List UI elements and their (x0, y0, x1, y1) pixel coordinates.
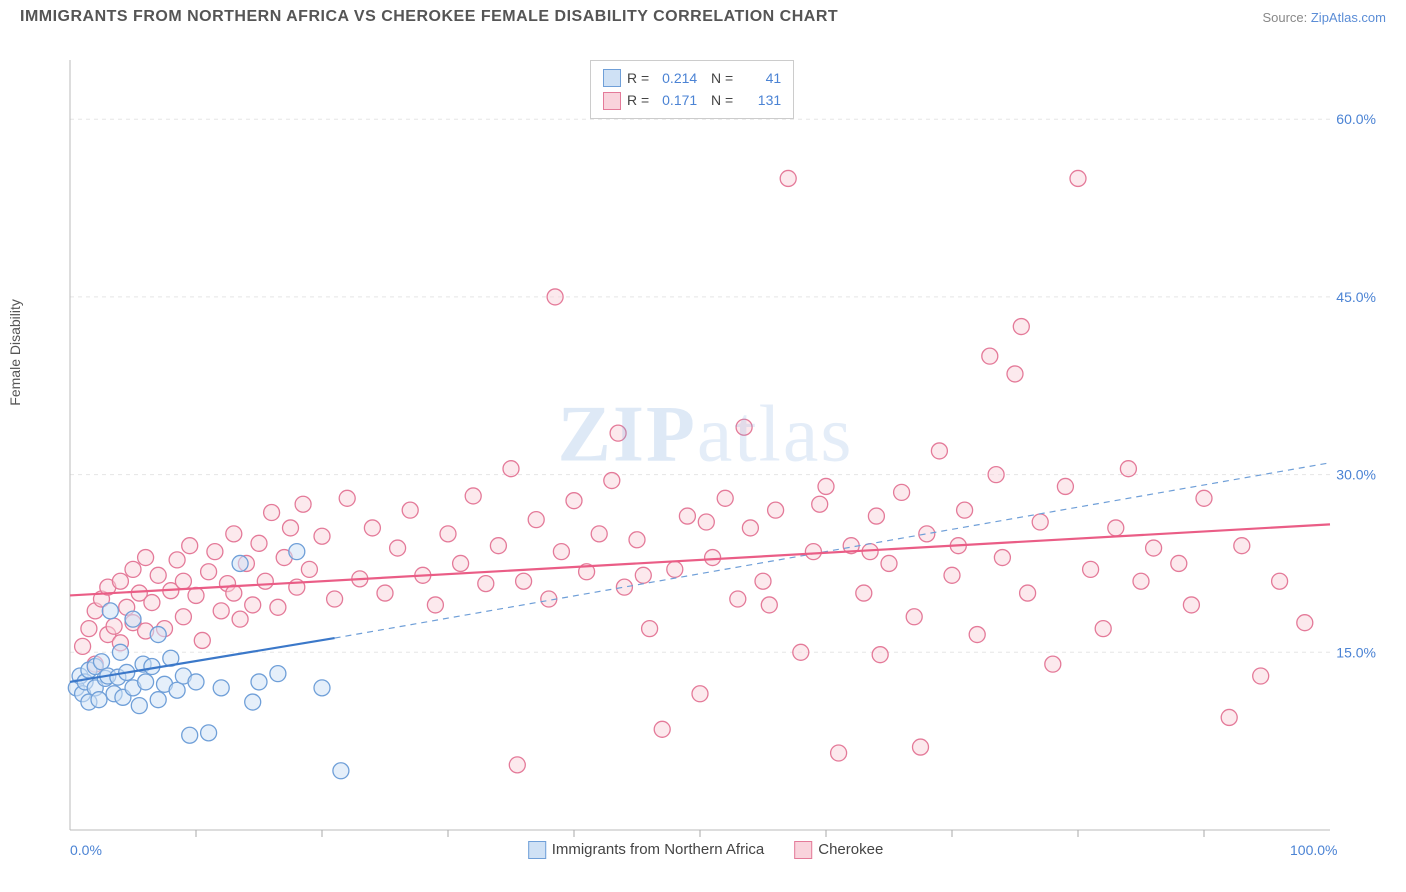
stats-legend-row: R = 0.171 N = 131 (603, 89, 781, 111)
legend-swatch (603, 92, 621, 110)
chart-title: IMMIGRANTS FROM NORTHERN AFRICA VS CHERO… (20, 8, 838, 26)
series-legend-item: Cherokee (794, 838, 883, 862)
legend-r-value: 0.171 (655, 89, 697, 111)
legend-n-label: N = (703, 67, 733, 89)
scatter-plot-svg: 15.0% 30.0% 45.0% 60.0% (25, 40, 1390, 860)
legend-n-value: 131 (739, 89, 781, 111)
x-axis-max-label: 100.0% (1290, 842, 1337, 858)
legend-r-value: 0.214 (655, 67, 697, 89)
svg-text:30.0%: 30.0% (1336, 467, 1376, 483)
series-legend-label: Immigrants from Northern Africa (552, 838, 765, 862)
svg-text:15.0%: 15.0% (1336, 644, 1376, 660)
series-legend-item: Immigrants from Northern Africa (528, 838, 765, 862)
legend-swatch (794, 841, 812, 859)
svg-text:45.0%: 45.0% (1336, 289, 1376, 305)
legend-r-label: R = (627, 89, 649, 111)
legend-swatch (528, 841, 546, 859)
chart-area: Female Disability 15.0%30.0%45.0%60.0% Z… (25, 40, 1386, 862)
source-link[interactable]: ZipAtlas.com (1311, 10, 1386, 25)
stats-legend-box: R = 0.214 N = 41R = 0.171 N = 131 (590, 60, 794, 119)
legend-n-value: 41 (739, 67, 781, 89)
x-axis-min-label: 0.0% (70, 842, 102, 858)
source-attribution: Source: ZipAtlas.com (1262, 10, 1386, 25)
legend-swatch (603, 69, 621, 87)
series-legend-label: Cherokee (818, 838, 883, 862)
stats-legend-row: R = 0.214 N = 41 (603, 67, 781, 89)
series-legend: Immigrants from Northern Africa Cherokee (528, 838, 884, 862)
y-axis-label: Female Disability (7, 299, 23, 406)
legend-r-label: R = (627, 67, 649, 89)
svg-text:60.0%: 60.0% (1336, 111, 1376, 127)
legend-n-label: N = (703, 89, 733, 111)
